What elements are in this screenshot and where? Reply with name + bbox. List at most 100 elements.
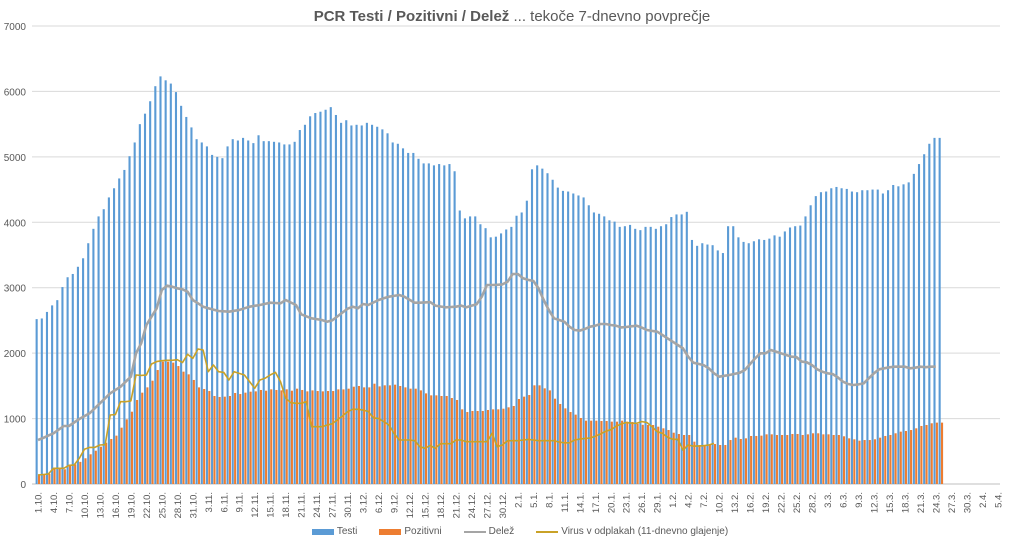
bar-pozitivni xyxy=(471,410,474,484)
bar-testi xyxy=(272,141,276,484)
bar-pozitivni xyxy=(683,434,686,484)
x-tick-label: 30.3. xyxy=(962,492,973,513)
bar-pozitivni xyxy=(234,392,237,484)
bar-pozitivni xyxy=(719,445,722,484)
bar-pozitivni xyxy=(652,424,655,484)
bar-testi xyxy=(427,163,430,484)
x-tick-label: 21.3. xyxy=(916,492,927,513)
bar-testi xyxy=(856,192,859,484)
legend-swatch-testi xyxy=(311,528,334,535)
bar-testi xyxy=(572,193,575,485)
bars xyxy=(35,76,944,485)
legend-label-delez: Delež xyxy=(488,526,515,537)
bar-testi xyxy=(525,200,528,485)
bar-pozitivni xyxy=(296,388,299,484)
x-tick-label: 30.11. xyxy=(343,492,354,518)
x-tick-label: 9.12. xyxy=(390,492,401,513)
x-tick-label: 1.2. xyxy=(668,492,679,508)
bar-testi xyxy=(61,287,64,484)
bar-testi xyxy=(866,190,869,484)
x-tick-label: 13.10. xyxy=(95,492,106,518)
bar-testi xyxy=(278,142,281,484)
legend-swatch-pozitivni xyxy=(379,528,402,535)
bar-pozitivni xyxy=(904,431,907,484)
bar-testi xyxy=(556,187,559,484)
x-tick-label: 5.1. xyxy=(529,492,540,508)
bar-testi xyxy=(448,164,451,484)
bar-testi xyxy=(629,224,632,484)
bar-pozitivni xyxy=(187,374,190,484)
bar-testi xyxy=(474,216,477,484)
y-tick-label: 7000 xyxy=(4,22,27,33)
bar-pozitivni xyxy=(935,422,938,484)
bar-pozitivni xyxy=(873,439,877,484)
bar-testi xyxy=(649,226,652,484)
bar-testi xyxy=(814,196,817,484)
bar-testi xyxy=(489,237,492,484)
bar-testi xyxy=(355,124,358,484)
x-tick-label: 7.2. xyxy=(699,492,710,508)
x-tick-label: 9.11. xyxy=(235,492,246,512)
bar-testi xyxy=(809,205,812,484)
line-delez xyxy=(37,272,936,442)
x-tick-label: 5.4. xyxy=(993,492,1004,508)
bar-testi xyxy=(87,243,90,484)
bar-testi xyxy=(665,224,668,484)
x-tick-label: 7.10. xyxy=(64,492,75,513)
x-tick-label: 12.12. xyxy=(405,492,416,518)
bar-pozitivni xyxy=(626,421,629,484)
bar-testi xyxy=(639,230,642,484)
bar-pozitivni xyxy=(796,434,799,484)
bar-testi xyxy=(696,245,699,484)
bar-testi xyxy=(654,228,657,484)
x-tick-label: 9.3. xyxy=(854,492,865,508)
bar-testi xyxy=(613,221,616,485)
bar-testi xyxy=(417,158,420,484)
bar-pozitivni xyxy=(409,388,412,484)
x-tick-label: 16.2. xyxy=(746,492,757,513)
bar-pozitivni xyxy=(750,435,753,484)
bar-testi xyxy=(799,225,802,485)
bar-pozitivni xyxy=(321,391,324,484)
bar-pozitivni xyxy=(688,434,691,484)
bar-testi xyxy=(205,146,208,485)
bar-pozitivni xyxy=(445,395,448,484)
bar-testi xyxy=(727,226,730,484)
bar-testi xyxy=(401,148,405,484)
bar-testi xyxy=(365,122,368,484)
bar-testi xyxy=(376,126,379,484)
bar-pozitivni xyxy=(615,421,619,484)
bar-pozitivni xyxy=(440,395,443,484)
bar-pozitivni xyxy=(889,434,892,484)
x-tick-label: 16.10. xyxy=(111,492,122,518)
bar-testi xyxy=(887,190,890,484)
bar-testi xyxy=(618,226,621,484)
bar-testi xyxy=(530,169,534,484)
bar-pozitivni xyxy=(657,426,660,484)
x-tick-label: 11.1. xyxy=(560,492,571,512)
x-tick-label: 23.1. xyxy=(622,492,633,513)
x-axis-ticks: 1.10. 4.10. 7.10. 10.10. 13.10. 16.10. 19.10. 2… xyxy=(34,492,1005,518)
bar-pozitivni xyxy=(265,390,268,484)
bar-pozitivni xyxy=(827,434,830,484)
bar-testi xyxy=(56,300,59,484)
bar-testi xyxy=(577,195,580,484)
legend-item-pozitivni: Pozitivni xyxy=(379,526,442,537)
chart-title: PCR Testi / Pozitivni / Delež ... tekoče… xyxy=(0,8,1024,25)
bar-testi xyxy=(319,111,322,484)
legend-item-delez: Delež xyxy=(463,526,515,537)
x-tick-label: 20.1. xyxy=(606,492,617,513)
x-tick-label: 19.2. xyxy=(761,492,772,513)
bar-testi xyxy=(381,129,384,484)
bar-testi xyxy=(675,214,678,485)
bar-testi xyxy=(567,191,570,484)
bar-testi xyxy=(500,233,503,484)
bar-testi xyxy=(850,191,853,484)
bar-pozitivni xyxy=(698,445,701,484)
bar-pozitivni xyxy=(48,473,51,484)
bar-testi xyxy=(329,107,332,484)
bar-testi xyxy=(35,319,38,484)
x-tick-label: 10.10. xyxy=(80,492,91,518)
bar-testi xyxy=(711,245,714,484)
bar-testi xyxy=(118,178,121,484)
